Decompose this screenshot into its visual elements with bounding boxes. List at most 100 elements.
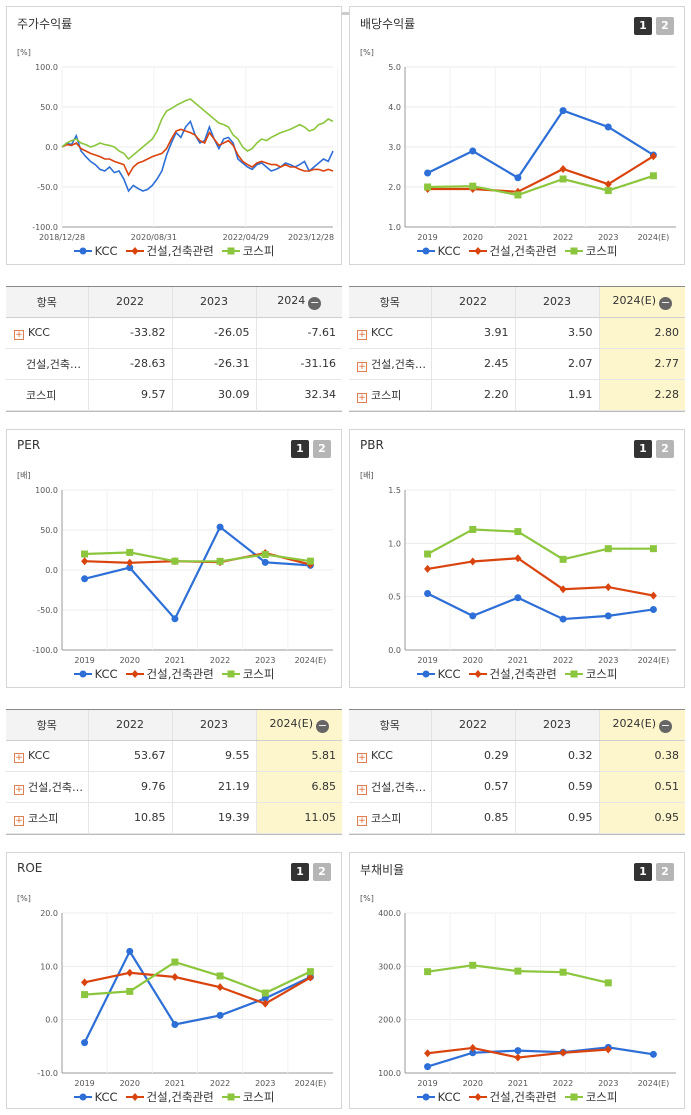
expand-plus-icon[interactable]: + — [14, 784, 24, 795]
legend-item-kcc[interactable]: KCC — [416, 667, 461, 681]
data-point — [559, 585, 567, 594]
data-point — [424, 968, 432, 976]
legend-label: 건설,건축관련 — [489, 1090, 557, 1104]
legend-item-construction[interactable]: 건설,건축관련 — [125, 243, 214, 259]
row-label: KCC — [371, 748, 393, 762]
legend-item-kospi[interactable]: 코스피 — [221, 243, 274, 259]
data-point — [171, 557, 179, 565]
legend-item-construction[interactable]: 건설,건축관련 — [125, 1089, 214, 1105]
legend-label: KCC — [437, 667, 461, 681]
legend-item-kospi[interactable]: 코스피 — [564, 1089, 617, 1105]
expand-plus-icon[interactable]: + — [357, 784, 367, 795]
data-point — [424, 589, 432, 597]
column-header-label: 2022 — [459, 718, 487, 732]
expand-plus-icon[interactable]: + — [14, 752, 24, 763]
stock-return-legend: KCC 건설,건축관련 코스피 — [7, 243, 341, 259]
data-point — [81, 978, 89, 987]
legend-item-kospi[interactable]: 코스피 — [221, 1089, 274, 1105]
column-header-label: 2024 — [277, 293, 306, 307]
x-tick-label: 2024(E) — [638, 233, 670, 242]
row-label: KCC — [28, 325, 50, 339]
data-point — [126, 564, 134, 572]
data-point — [126, 548, 134, 556]
legend-item-kcc[interactable]: KCC — [416, 1090, 461, 1104]
expand-plus-icon[interactable]: + — [357, 815, 367, 826]
legend-item-construction[interactable]: 건설,건축관련 — [468, 1089, 557, 1105]
legend-marker — [474, 1093, 482, 1101]
page-2-button[interactable]: 2 — [656, 17, 674, 35]
row-label: 코스피 — [26, 388, 57, 402]
column-header-label: 2023 — [200, 295, 228, 309]
page-1-button[interactable]: 1 — [634, 440, 652, 458]
legend-item-kospi[interactable]: 코스피 — [564, 666, 617, 682]
expand-plus-icon[interactable]: + — [14, 815, 24, 826]
legend-swatch-construction — [125, 247, 144, 255]
value-cell: 9.76 — [87, 771, 172, 803]
column-header-label: 2022 — [116, 295, 144, 309]
page-2-button[interactable]: 2 — [313, 440, 331, 458]
x-tick-label: 2024(E) — [638, 1079, 670, 1088]
expand-plus-icon[interactable]: + — [357, 329, 367, 340]
value-cell: 6.85 — [255, 771, 342, 803]
legend-item-construction[interactable]: 건설,건축관련 — [468, 243, 557, 259]
page-2-button[interactable]: 2 — [656, 863, 674, 881]
legend-item-kospi[interactable]: 코스피 — [221, 666, 274, 682]
row-label-cell: + 건설,건축… — [349, 348, 431, 380]
collapse-icon[interactable]: − — [659, 718, 673, 733]
series-line — [83, 949, 311, 1044]
data-point — [424, 183, 432, 191]
x-tick-label: 2022 — [210, 656, 230, 665]
legend-label: KCC — [94, 244, 118, 258]
y-tick-label: 1.0 — [388, 539, 401, 548]
value-cell: 9.57 — [87, 379, 172, 411]
expand-plus-icon[interactable]: + — [357, 361, 367, 372]
legend-label: 건설,건축관련 — [489, 667, 557, 681]
collapse-icon[interactable]: − — [316, 718, 330, 733]
legend-item-kospi[interactable]: 코스피 — [564, 243, 617, 259]
page-1-button[interactable]: 1 — [291, 863, 309, 881]
row-label: 건설,건축… — [26, 357, 81, 371]
dividend-title: 배당수익률 — [360, 17, 416, 31]
table-header-row: 항목 2022 2023 2024(E) − — [6, 710, 342, 741]
page-2-button[interactable]: 2 — [656, 440, 674, 458]
legend-marker — [570, 670, 578, 678]
value-cell: 30.09 — [171, 379, 256, 411]
series-line — [84, 525, 311, 621]
x-tick-label: 2020/08/31 — [131, 233, 177, 242]
page-1-button[interactable]: 1 — [634, 17, 652, 35]
legend-item-construction[interactable]: 건설,건축관련 — [468, 666, 557, 682]
y-tick-label: 100.0 — [378, 1069, 401, 1078]
column-header-label: 2024(E) — [612, 716, 657, 730]
legend-item-construction[interactable]: 건설,건축관련 — [125, 666, 214, 682]
series-line — [84, 971, 311, 1005]
page-2-button[interactable]: 2 — [313, 863, 331, 881]
legend-item-kcc[interactable]: KCC — [416, 244, 461, 258]
row-label-cell: + 건설,건축… — [6, 771, 88, 803]
data-point — [261, 550, 269, 558]
y-tick-label: 200.0 — [378, 1016, 401, 1025]
expand-plus-icon[interactable]: + — [357, 392, 367, 403]
collapse-icon[interactable]: − — [308, 295, 322, 310]
page-1-button[interactable]: 1 — [291, 440, 309, 458]
column-header: 2022 — [87, 287, 172, 318]
pbr-chart: [배] 1.5 1.0 0.5 0.0 2019 2020 2021 2022 2023 2024(… — [360, 471, 676, 665]
value-cell: 10.85 — [87, 802, 172, 834]
page-1-button[interactable]: 1 — [634, 863, 652, 881]
legend-item-kcc[interactable]: KCC — [73, 1090, 118, 1104]
legend-item-kcc[interactable]: KCC — [73, 667, 118, 681]
column-header: 2023 — [171, 710, 256, 741]
expand-plus-icon[interactable]: + — [357, 752, 367, 763]
data-point — [559, 615, 567, 623]
column-header-label: 2023 — [200, 718, 228, 732]
collapse-icon[interactable]: − — [659, 295, 673, 310]
x-tick-label: 2023 — [598, 656, 618, 665]
legend-item-kcc[interactable]: KCC — [73, 244, 118, 258]
column-header-label: 2023 — [543, 718, 571, 732]
data-point — [469, 1049, 477, 1057]
y-tick-label: 100.0 — [35, 63, 58, 72]
data-point — [469, 557, 477, 566]
table-header-row: 항목 2022 2023 2024− — [6, 287, 342, 318]
expand-plus-icon[interactable]: + — [14, 329, 24, 340]
